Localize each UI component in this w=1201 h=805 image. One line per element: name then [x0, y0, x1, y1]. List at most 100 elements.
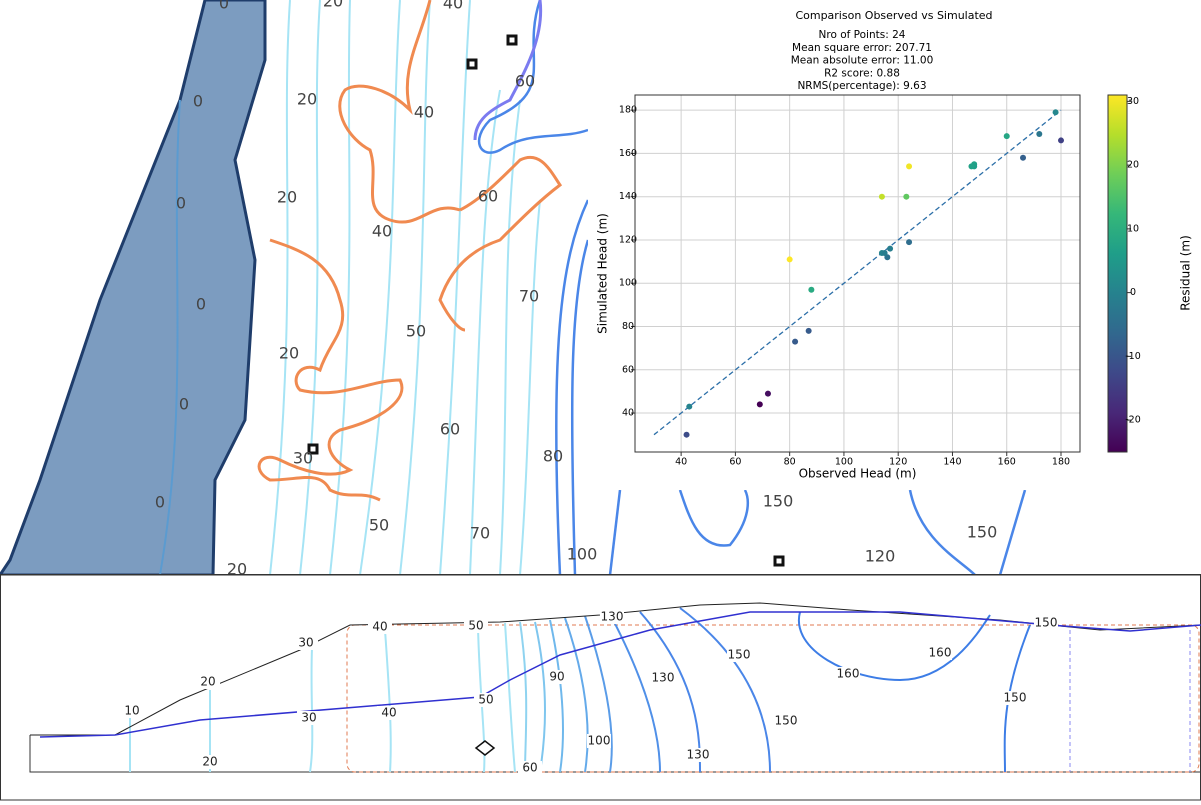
y-tick-label: 40	[622, 408, 634, 419]
point	[968, 163, 974, 169]
chart-title: Comparison Observed vs Simulated	[795, 9, 992, 22]
contour-label: 130	[652, 671, 675, 685]
point	[1053, 109, 1059, 115]
stat-line: NRMS(percentage): 9.63	[797, 80, 926, 92]
contour-label: 60	[478, 187, 498, 206]
point	[686, 404, 692, 410]
contour-label: 50	[468, 619, 483, 633]
x-axis-label: Observed Head (m)	[799, 467, 917, 481]
contour-label: 70	[470, 524, 490, 543]
colorbar-tick-label: 10	[1127, 223, 1139, 234]
contour-label: 40	[381, 706, 396, 720]
y-tick-label: 120	[619, 234, 637, 245]
contour-label: 150	[775, 714, 798, 728]
colorbar-tick-label: 20	[1127, 160, 1139, 171]
point	[882, 250, 888, 256]
contour-label: 30	[298, 636, 313, 650]
y-tick-label: 80	[622, 321, 634, 332]
contour-label: 150	[967, 523, 998, 542]
stat-line: Mean absolute error: 11.00	[791, 55, 934, 67]
point	[684, 432, 690, 438]
point	[808, 287, 814, 293]
contour-label: 150	[1004, 691, 1027, 705]
y-tick-label: 160	[619, 148, 637, 159]
chart-panel: Comparison Observed vs Simulated Nro of P…	[588, 0, 1201, 490]
contour-label: 120	[865, 547, 896, 566]
contour-label: 40	[372, 620, 387, 634]
point	[887, 246, 893, 252]
y-axis-label: Simulated Head (m)	[596, 213, 610, 334]
contour-label: 80	[543, 447, 563, 466]
contour-label: 40	[372, 222, 392, 241]
contour-label: 40	[443, 0, 463, 13]
contour-label: 60	[515, 72, 535, 91]
contour-label: 60	[440, 420, 460, 439]
contour-label: 50	[406, 322, 426, 341]
contour-label: 50	[369, 516, 389, 535]
contour-label: 130	[687, 748, 710, 762]
contour-label: 130	[601, 610, 624, 624]
point	[792, 339, 798, 345]
x-tick-label: 60	[729, 457, 741, 468]
colorbar	[1108, 95, 1127, 452]
point	[903, 194, 909, 200]
point	[1004, 133, 1010, 139]
contour-label: 0	[176, 194, 186, 213]
point	[1020, 155, 1026, 161]
contour-label: 40	[414, 103, 434, 122]
y-tick-label: 180	[619, 105, 637, 116]
contour-label: 0	[196, 295, 206, 314]
contour-label: 30	[301, 711, 316, 725]
contour-label: 100	[588, 734, 611, 748]
stat-line: Nro of Points: 24	[819, 29, 906, 41]
contour-label: 20	[202, 755, 217, 769]
contour-label: 160	[929, 646, 952, 660]
point	[806, 328, 812, 334]
x-tick-label: 160	[998, 457, 1016, 468]
point	[1058, 137, 1064, 143]
stat-line: Mean square error: 207.71	[792, 42, 932, 54]
colorbar-tick-label: 30	[1127, 96, 1139, 107]
contour-label: 0	[155, 493, 165, 512]
contour-label: 20	[277, 188, 297, 207]
contour-label: 100	[567, 545, 598, 564]
x-tick-label: 140	[943, 457, 961, 468]
contour-label: 60	[522, 761, 537, 775]
colorbar-tick-label: 0	[1130, 287, 1136, 298]
point	[1036, 131, 1042, 137]
contour-label: 160	[837, 667, 860, 681]
colorbar-tick-label: -10	[1125, 351, 1141, 362]
contour-label: 0	[219, 0, 229, 13]
contour-label: 20	[279, 344, 299, 363]
cross-section: 40 50 130 30 20 10 30 40 50 90 130 150 160 160 150 150 1…	[1, 575, 1201, 800]
contour-label: 150	[728, 648, 751, 662]
contour-label: 150	[1035, 616, 1058, 630]
y-tick-label: 100	[619, 278, 637, 289]
contour-label: 90	[549, 670, 564, 684]
x-tick-label: 80	[784, 457, 796, 468]
contour-label: 50	[478, 693, 493, 707]
point	[765, 391, 771, 397]
contour-label: 30	[293, 449, 313, 468]
point	[757, 401, 763, 407]
contour-label: 150	[763, 492, 794, 511]
y-tick-label: 140	[619, 191, 637, 202]
x-tick-label: 180	[1052, 457, 1070, 468]
point	[906, 239, 912, 245]
contour-label: 20	[297, 90, 317, 109]
x-tick-label: 40	[675, 457, 687, 468]
contour-label: 70	[519, 287, 539, 306]
contour-label: 10	[124, 704, 139, 718]
contour-label: 20	[323, 0, 343, 11]
contour-label: 20	[200, 675, 215, 689]
colorbar-label: Residual (m)	[1179, 235, 1193, 311]
contour-label: 0	[193, 92, 203, 111]
point	[787, 256, 793, 262]
colorbar-tick-label: -20	[1125, 415, 1141, 426]
point	[906, 163, 912, 169]
y-tick-label: 60	[622, 364, 634, 375]
point	[879, 194, 885, 200]
stat-line: R2 score: 0.88	[824, 67, 900, 79]
contour-label: 0	[179, 395, 189, 414]
